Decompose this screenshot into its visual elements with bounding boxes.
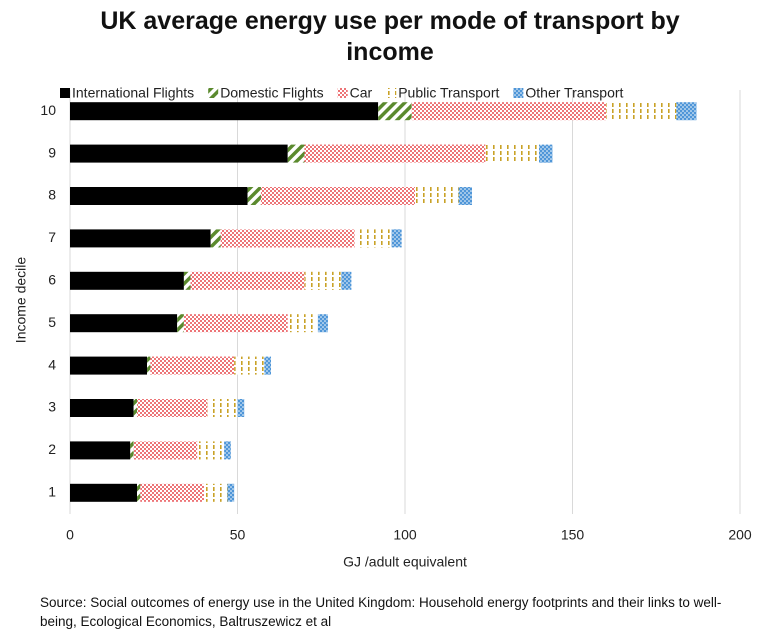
x-axis-title: GJ /adult equivalent: [343, 554, 467, 570]
bar-segment: [137, 483, 141, 502]
bar-segment: [304, 144, 486, 163]
bar-segment: [411, 102, 606, 121]
legend-label: Other Transport: [525, 85, 623, 101]
x-tick-label: 0: [66, 527, 74, 543]
bar-segment: [247, 187, 261, 205]
legend-swatch: [386, 88, 397, 98]
legend-swatch: [60, 88, 70, 98]
y-tick-label: 2: [48, 441, 56, 457]
bar-segment: [606, 102, 677, 121]
bar-segment: [70, 271, 184, 290]
bar-segment: [133, 399, 137, 417]
bar-segment: [70, 399, 134, 417]
bar-segment: [137, 399, 208, 417]
bar-segment: [224, 441, 231, 460]
bar-segment: [287, 144, 305, 163]
legend-label: International Flights: [72, 85, 194, 101]
legend-swatch: [208, 88, 219, 98]
bar-segment: [287, 314, 318, 333]
bar-segment: [183, 314, 288, 333]
bar-segment: [207, 399, 238, 417]
legend-label: Car: [350, 85, 373, 101]
x-tick-label: 50: [230, 527, 246, 543]
bar-segment: [177, 314, 184, 333]
bar-segment: [70, 144, 288, 163]
bar-segment: [264, 356, 271, 375]
bar-segment: [150, 356, 235, 375]
y-tick-label: 9: [48, 144, 56, 160]
bar-segment: [70, 102, 379, 121]
chart-title: UK average energy use per mode of transp…: [100, 7, 680, 66]
bar-segment: [485, 144, 539, 163]
bar-segment: [341, 271, 352, 290]
y-axis-title: Income decile: [13, 257, 29, 344]
bar-segment: [147, 356, 151, 375]
x-tick-label: 100: [393, 527, 417, 543]
y-tick-label: 4: [48, 356, 56, 372]
bar-segment: [237, 399, 245, 417]
bar-segment: [204, 483, 228, 502]
bar-segment: [210, 229, 221, 248]
bar-segment: [183, 271, 191, 290]
x-tick-label: 200: [728, 527, 752, 543]
source-note: Source: Social outcomes of energy use in…: [40, 595, 722, 629]
y-tick-label: 3: [48, 399, 56, 415]
y-tick-label: 6: [48, 272, 56, 288]
bar-segment: [354, 229, 392, 248]
legend-swatch: [513, 88, 524, 98]
bar-segment: [70, 187, 248, 205]
bar-segment: [317, 314, 328, 333]
bar-segment: [415, 187, 459, 205]
y-tick-label: 10: [40, 102, 56, 118]
bar-segment: [234, 356, 265, 375]
legend-swatch: [337, 88, 348, 98]
y-tick-label: 1: [48, 484, 56, 500]
bar-segment: [140, 483, 204, 502]
legend-label: Domestic Flights: [220, 85, 323, 101]
bar-segment: [378, 102, 412, 121]
bar-segment: [260, 187, 416, 205]
bar-segment: [70, 314, 178, 333]
x-tick-label: 150: [561, 527, 585, 543]
bar-segment: [197, 441, 225, 460]
bar-segment: [190, 271, 305, 290]
bar-segment: [458, 187, 472, 205]
bar-segment: [70, 483, 137, 502]
bar-segment: [391, 229, 402, 248]
bar-segment: [133, 441, 198, 460]
y-tick-label: 5: [48, 314, 56, 330]
bar-segment: [70, 356, 148, 375]
bar-segment: [676, 102, 697, 121]
bar-segment: [227, 483, 235, 502]
bar-segment: [70, 229, 211, 248]
legend-label: Public Transport: [398, 85, 499, 101]
bar-segment: [220, 229, 355, 248]
chart: Income decile GJ /adult equivalent 0 50 10…: [13, 85, 752, 570]
bar-segment: [304, 271, 342, 290]
bar-segment: [539, 144, 553, 163]
bar-segment: [70, 441, 131, 460]
bar-segment: [130, 441, 134, 460]
y-tick-label: 7: [48, 229, 56, 245]
y-tick-label: 8: [48, 187, 56, 203]
